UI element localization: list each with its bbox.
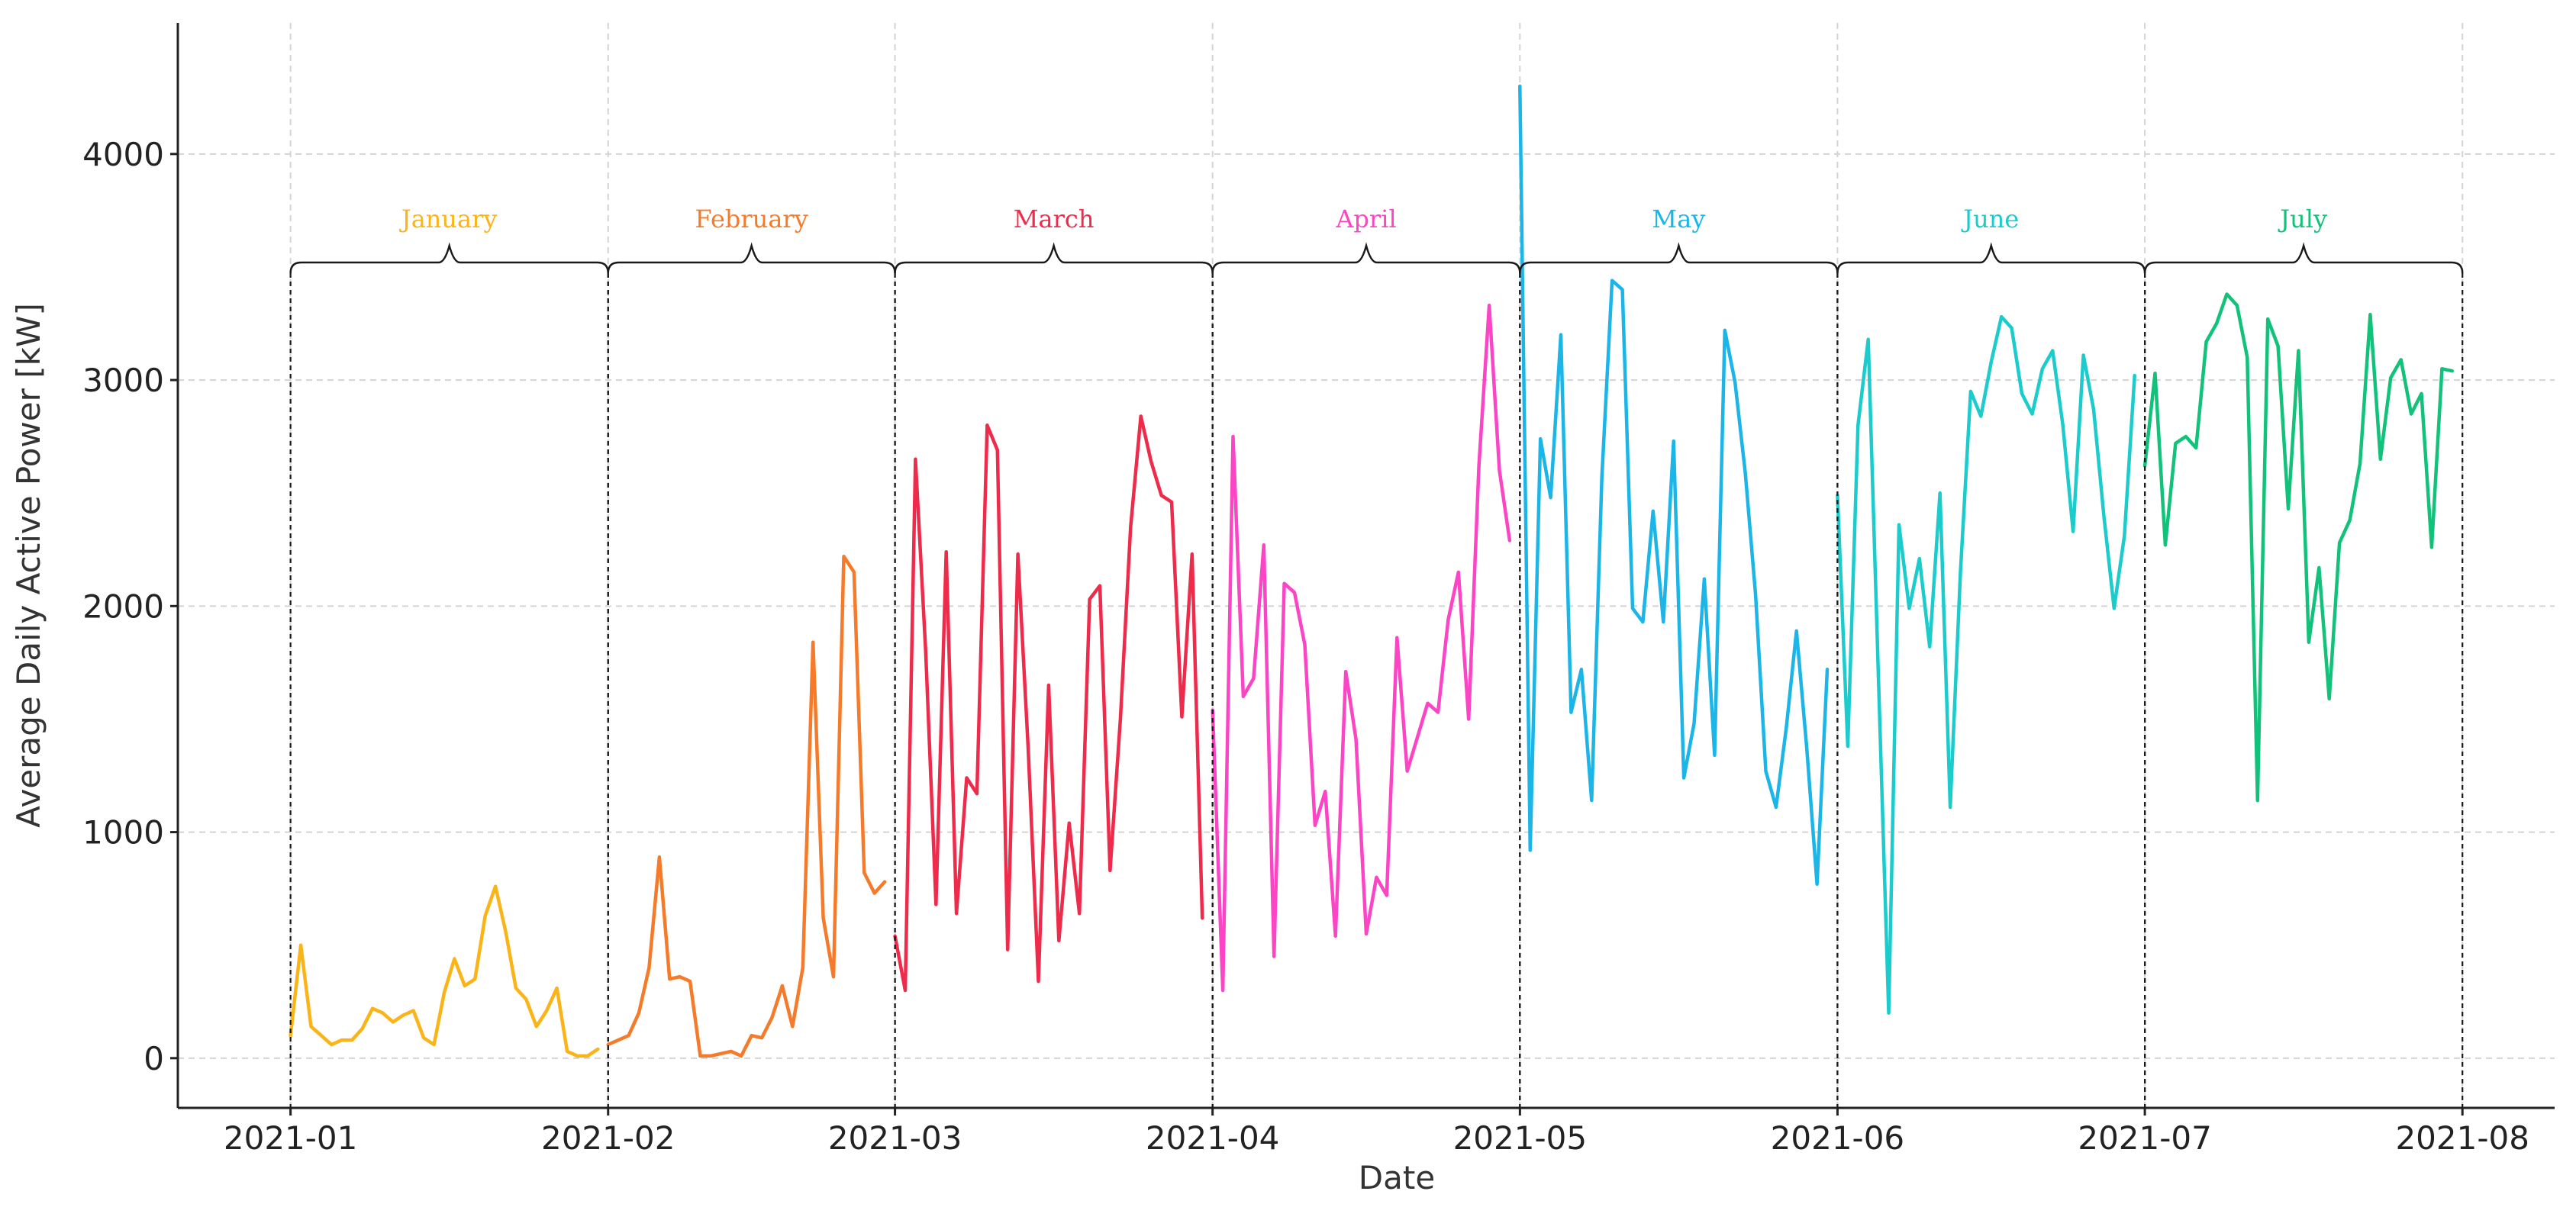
x-tick-label: 2021-03 [828, 1119, 962, 1157]
x-axis-title: Date [1359, 1159, 1435, 1196]
axes: 0 1000 2000 3000 4000 2021-01 2021-02 2021-03 20… [82, 23, 2555, 1157]
series-line [2142, 292, 2455, 803]
x-tick-label: 2021-08 [2395, 1119, 2529, 1157]
y-tick-label: 1000 [82, 814, 164, 852]
month-annotations: January February March April May June July [289, 204, 2464, 1108]
y-tick-label: 2000 [82, 588, 164, 625]
x-tick-label: 2021-06 [1771, 1119, 1905, 1157]
month-brace [289, 242, 609, 274]
data-series [289, 84, 2455, 1058]
month-label: June [1961, 204, 2019, 233]
series-line [1518, 84, 1830, 886]
month-label: March [1014, 204, 1095, 233]
month-brace [2143, 242, 2464, 274]
y-axis-title: Average Daily Active Power [kW] [10, 303, 47, 828]
series-line [1211, 304, 1512, 993]
x-tick-label: 2021-04 [1146, 1119, 1280, 1157]
y-tick-label: 0 [143, 1040, 164, 1077]
month-label: February [695, 204, 808, 233]
gridlines [178, 23, 2555, 1108]
series-line [893, 414, 1204, 993]
x-tick-label: 2021-05 [1453, 1119, 1588, 1157]
month-brace [894, 242, 1214, 274]
month-brace [1211, 242, 1521, 274]
series-line [289, 884, 600, 1058]
axis-labels: Date Average Daily Active Power [kW] [10, 303, 1435, 1196]
series-line [1836, 314, 2136, 1015]
x-tick-label: 2021-02 [541, 1119, 675, 1157]
month-label: May [1652, 204, 1705, 233]
month-brace [607, 242, 896, 274]
month-brace [1519, 242, 1839, 274]
x-tick-label: 2021-01 [224, 1119, 358, 1157]
month-label: January [399, 204, 498, 233]
x-tick-label: 2021-07 [2078, 1119, 2212, 1157]
month-brace [1836, 242, 2146, 274]
series-line [606, 554, 887, 1058]
month-label: April [1335, 204, 1396, 233]
y-tick-label: 4000 [82, 136, 164, 173]
y-tick-label: 3000 [82, 362, 164, 399]
month-label: July [2278, 204, 2327, 233]
